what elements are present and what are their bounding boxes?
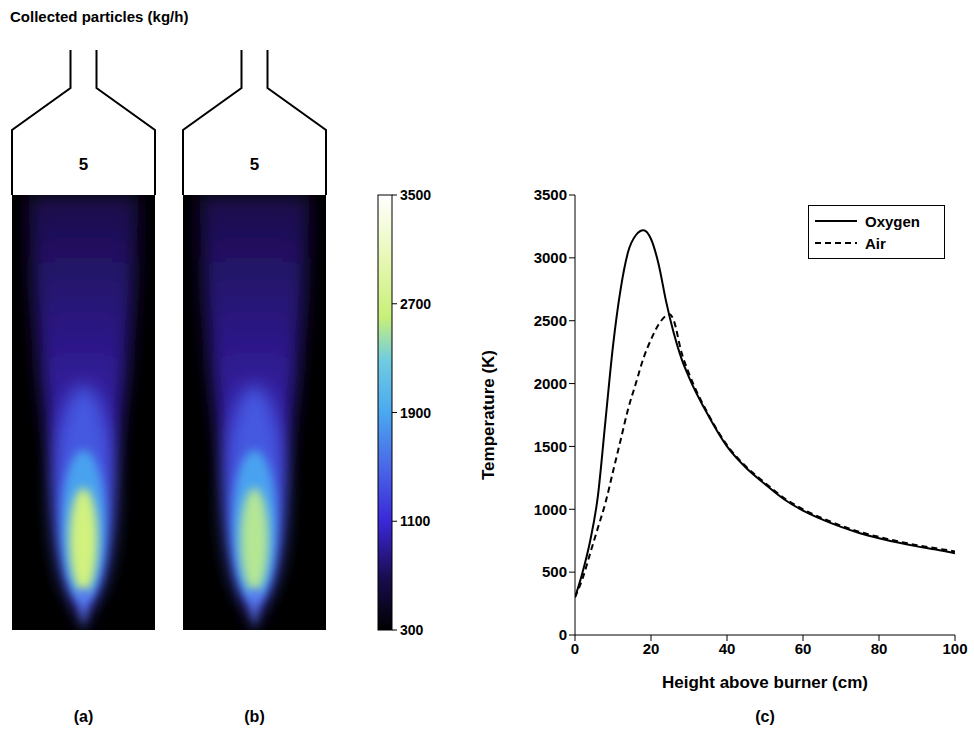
svg-text:2700: 2700 xyxy=(400,296,431,312)
html-text:(a): (a) xyxy=(73,708,94,725)
svg-text:Height above burner (cm): Height above burner (cm) xyxy=(662,673,868,692)
html-text:(c): (c) xyxy=(755,708,775,725)
svg-text:3500: 3500 xyxy=(534,186,567,203)
svg-text:3500: 3500 xyxy=(400,187,431,203)
svg-text:5: 5 xyxy=(250,155,259,174)
svg-text:0: 0 xyxy=(571,640,579,657)
svg-text:1100: 1100 xyxy=(400,513,431,529)
svg-text:2000: 2000 xyxy=(534,375,567,392)
svg-text:300: 300 xyxy=(400,622,424,638)
html-text:Air: Air xyxy=(865,234,886,252)
svg-text:100: 100 xyxy=(942,640,967,657)
svg-text:3000: 3000 xyxy=(534,249,567,266)
svg-text:0: 0 xyxy=(559,626,567,643)
html-text:Collected particles (kg/h): Collected particles (kg/h) xyxy=(10,8,189,25)
svg-text:1900: 1900 xyxy=(400,405,431,421)
svg-text:1500: 1500 xyxy=(534,438,567,455)
svg-text:2500: 2500 xyxy=(534,312,567,329)
svg-text:60: 60 xyxy=(795,640,812,657)
svg-text:500: 500 xyxy=(542,563,567,580)
html-text:(b): (b) xyxy=(244,708,265,725)
html-text:Oxygen: Oxygen xyxy=(865,212,920,230)
svg-text:1000: 1000 xyxy=(534,501,567,518)
svg-text:5: 5 xyxy=(79,155,88,174)
svg-text:80: 80 xyxy=(871,640,888,657)
svg-text:Temperature (K): Temperature (K) xyxy=(479,350,498,480)
svg-text:20: 20 xyxy=(643,640,660,657)
svg-text:40: 40 xyxy=(719,640,736,657)
